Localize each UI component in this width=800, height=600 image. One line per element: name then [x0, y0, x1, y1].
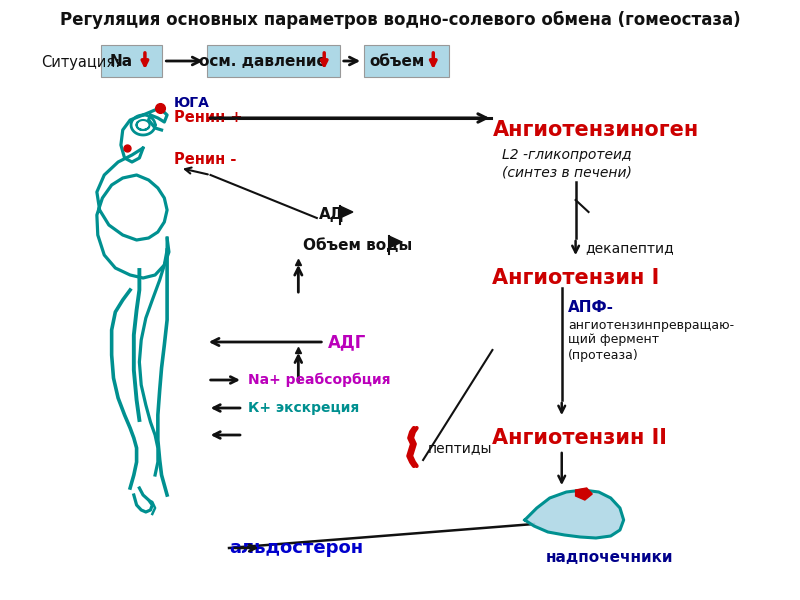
- Text: Ренин -: Ренин -: [174, 152, 236, 167]
- FancyBboxPatch shape: [207, 45, 340, 77]
- Text: Ангиотензин II: Ангиотензин II: [493, 428, 667, 448]
- Text: АД: АД: [318, 208, 344, 223]
- Text: ангиотензинпревращаю-: ангиотензинпревращаю-: [568, 319, 734, 331]
- Text: АПФ-: АПФ-: [568, 301, 614, 316]
- Text: объем: объем: [370, 53, 425, 68]
- Text: ЮГА: ЮГА: [174, 96, 210, 110]
- Text: L2 -гликопротеид: L2 -гликопротеид: [502, 148, 631, 162]
- Text: АДГ: АДГ: [328, 333, 366, 351]
- Polygon shape: [576, 488, 592, 500]
- Text: Ангиотензиноген: Ангиотензиноген: [493, 120, 698, 140]
- Text: (протеаза): (протеаза): [568, 349, 639, 361]
- FancyBboxPatch shape: [364, 45, 449, 77]
- Text: Ренин +: Ренин +: [174, 110, 242, 125]
- Text: Ангиотензин I: Ангиотензин I: [493, 268, 660, 288]
- Text: Na: Na: [110, 53, 133, 68]
- Polygon shape: [340, 206, 353, 218]
- Text: декапептид: декапептид: [585, 241, 674, 255]
- Text: Ситуация:: Ситуация:: [42, 55, 121, 70]
- Text: К+ экскреция: К+ экскреция: [247, 401, 358, 415]
- Text: альдостерон: альдостерон: [229, 539, 363, 557]
- Text: Регуляция основных параметров водно-солевого обмена (гомеостаза): Регуляция основных параметров водно-соле…: [60, 11, 740, 29]
- Text: щий фермент: щий фермент: [568, 334, 659, 346]
- Text: надпочечники: надпочечники: [546, 551, 674, 565]
- Text: Объем воды: Объем воды: [303, 238, 412, 253]
- Polygon shape: [525, 490, 624, 538]
- FancyBboxPatch shape: [102, 45, 162, 77]
- Polygon shape: [389, 236, 402, 248]
- Text: (синтез в печени): (синтез в печени): [502, 165, 631, 179]
- Text: пептиды: пептиды: [428, 441, 492, 455]
- Text: осм. давление: осм. давление: [199, 53, 327, 68]
- Text: Na+ реабсорбция: Na+ реабсорбция: [247, 373, 390, 387]
